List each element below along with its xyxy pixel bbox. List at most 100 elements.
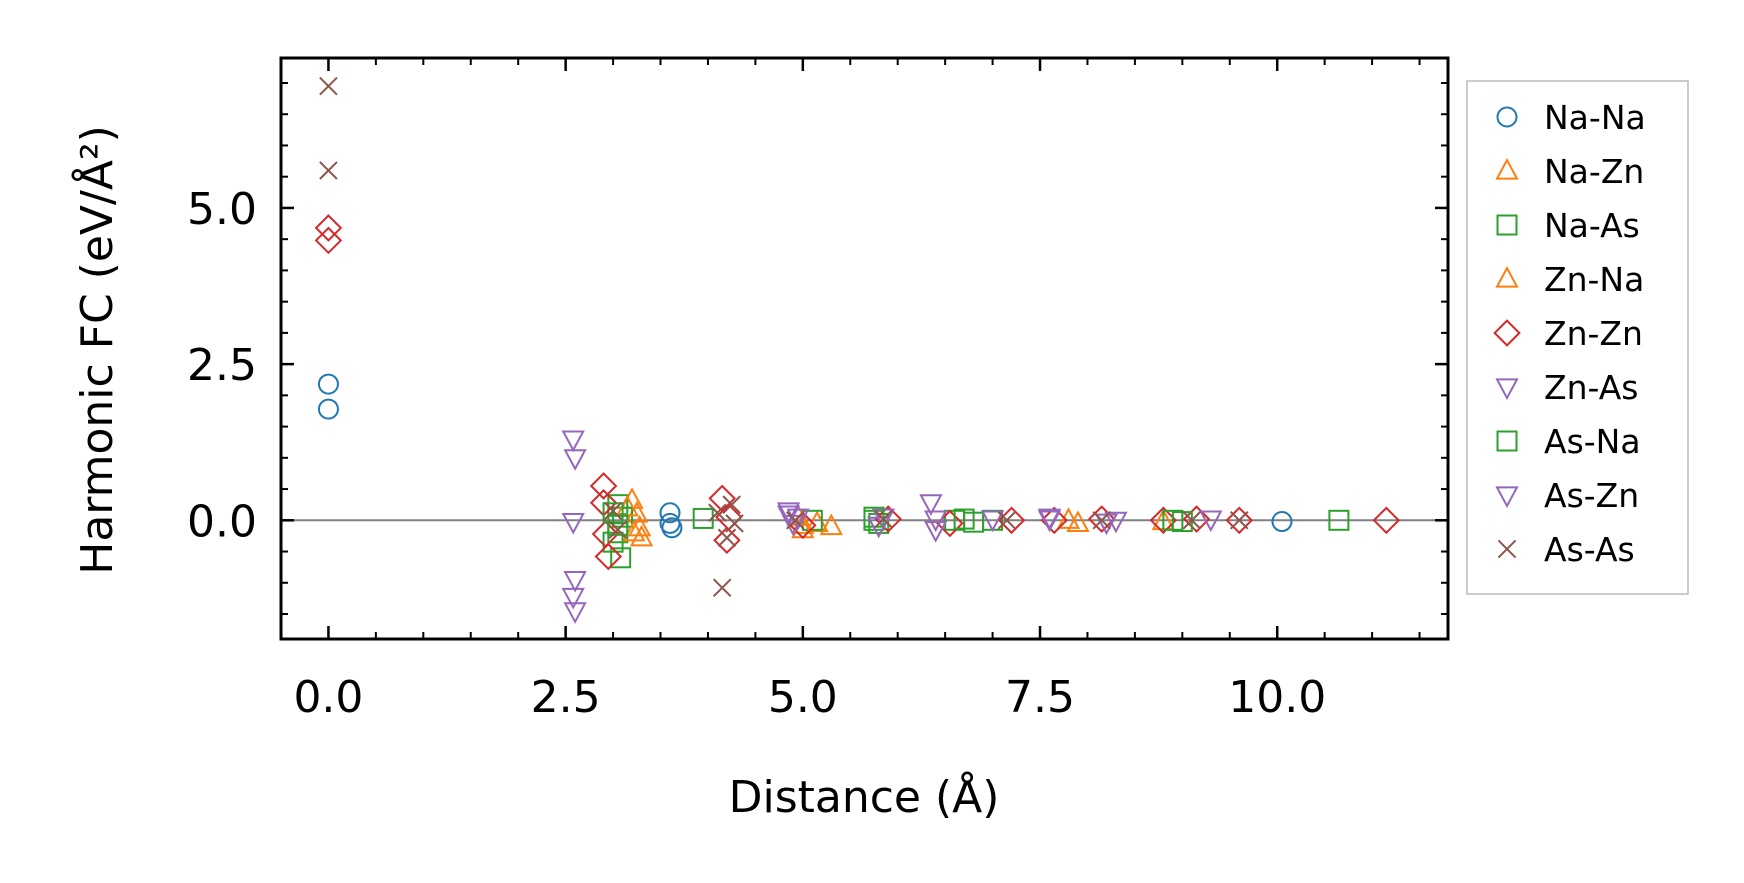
- legend-label: As-Na: [1544, 422, 1641, 461]
- data-point: [661, 517, 683, 539]
- legend-label: Zn-Zn: [1544, 314, 1643, 353]
- x-tick-label: 10.0: [1228, 672, 1326, 723]
- legend-label: As-Zn: [1544, 476, 1639, 515]
- legend-item-zn-na: Zn-Na: [1495, 260, 1644, 299]
- legend-marker: [1495, 486, 1519, 509]
- legend-item-na-na: Na-Na: [1496, 98, 1646, 137]
- data-point: [1328, 509, 1350, 531]
- legend-item-na-zn: Na-Zn: [1495, 152, 1644, 191]
- data-point: [713, 526, 741, 555]
- legend-label: Zn-As: [1544, 368, 1638, 407]
- data-point: [924, 510, 948, 533]
- x-tick-label: 7.5: [1005, 672, 1075, 723]
- data-point: [608, 520, 628, 539]
- data-point: [1225, 506, 1254, 535]
- data-point: [563, 602, 587, 624]
- legend-item-as-na: As-Na: [1496, 422, 1641, 461]
- data-point: [919, 494, 943, 516]
- data-point: [1182, 511, 1202, 530]
- data-point: [708, 503, 727, 523]
- data-point: [563, 449, 587, 471]
- data-point: [602, 502, 624, 524]
- legend-marker: [1496, 214, 1518, 236]
- legend-marker: [1495, 157, 1519, 180]
- data-point: [561, 587, 585, 610]
- data-point: [314, 214, 343, 242]
- legend-label: Na-Na: [1544, 98, 1646, 137]
- plot-frame: [279, 56, 1450, 641]
- data-point: [319, 76, 338, 96]
- data-point: [980, 510, 1005, 533]
- data-point: [589, 472, 618, 500]
- legend-item-zn-zn: Zn-Zn: [1493, 314, 1643, 353]
- data-point: [781, 514, 805, 537]
- data-point: [317, 398, 339, 420]
- data-point: [314, 226, 343, 255]
- legend-label: Na-Zn: [1544, 152, 1644, 191]
- legend-item-as-as: As-As: [1497, 530, 1635, 569]
- x-tick-label: 0.0: [293, 672, 363, 723]
- data-point: [622, 519, 646, 542]
- data-point: [1230, 511, 1249, 530]
- data-point: [1066, 510, 1090, 533]
- data-point: [867, 516, 891, 539]
- x-axis-label: Distance (Å): [729, 770, 1000, 823]
- data-point: [953, 508, 975, 530]
- legend-item-zn-as: Zn-As: [1495, 368, 1638, 407]
- legend-marker: [1496, 106, 1518, 128]
- series-as-as: [319, 76, 1249, 598]
- y-tick-label: 5.0: [187, 184, 257, 235]
- data-point: [1104, 511, 1128, 534]
- data-point: [1149, 506, 1178, 535]
- y-tick-label: 0.0: [187, 496, 257, 547]
- data-point: [610, 547, 632, 569]
- data-point: [1372, 506, 1401, 535]
- data-point: [317, 373, 339, 395]
- legend-marker: [1497, 539, 1517, 559]
- x-tick-label: 2.5: [531, 672, 601, 723]
- data-point: [627, 514, 652, 537]
- data-point: [1199, 510, 1223, 533]
- data-point: [561, 512, 585, 535]
- data-point: [722, 495, 741, 514]
- legend-label: Na-As: [1544, 206, 1640, 245]
- legend-marker: [1496, 430, 1518, 452]
- data-point: [712, 578, 732, 598]
- data-point: [717, 528, 737, 548]
- data-point: [602, 531, 624, 553]
- legend-label: As-As: [1544, 530, 1635, 569]
- data-point: [563, 571, 587, 593]
- legend: Na-Na Na-Zn Na-As Zn-Na Zn-Zn Zn-As As-Na As-Zn…: [1466, 80, 1689, 595]
- data-point: [1037, 508, 1062, 531]
- series-na-na: [317, 373, 1293, 539]
- y-axis-label: Harmonic FC (eV/Å²): [70, 125, 123, 575]
- data-point: [776, 502, 801, 524]
- legend-item-na-as: Na-As: [1496, 206, 1640, 245]
- data-point: [659, 502, 681, 524]
- y-tick-label: 2.5: [187, 340, 257, 391]
- x-tick-label: 5.0: [768, 672, 838, 723]
- legend-marker: [1493, 319, 1521, 347]
- data-point: [629, 524, 654, 547]
- legend-marker: [1495, 265, 1519, 288]
- data-point: [561, 430, 585, 453]
- data-point: [725, 514, 744, 533]
- data-point: [1040, 506, 1069, 535]
- data-point: [1182, 505, 1211, 533]
- data-point: [1271, 511, 1293, 533]
- data-point: [319, 161, 338, 180]
- data-point: [785, 511, 805, 530]
- legend-marker: [1495, 378, 1519, 401]
- data-point: [1092, 511, 1111, 530]
- legend-label: Zn-Na: [1544, 260, 1644, 299]
- data-point: [603, 501, 623, 521]
- data-point: [924, 521, 948, 543]
- data-point: [1056, 507, 1081, 529]
- data-point: [819, 513, 843, 536]
- legend-item-as-zn: As-Zn: [1495, 476, 1639, 515]
- data-point: [874, 509, 893, 529]
- data-point: [594, 542, 623, 571]
- data-point: [997, 511, 1017, 530]
